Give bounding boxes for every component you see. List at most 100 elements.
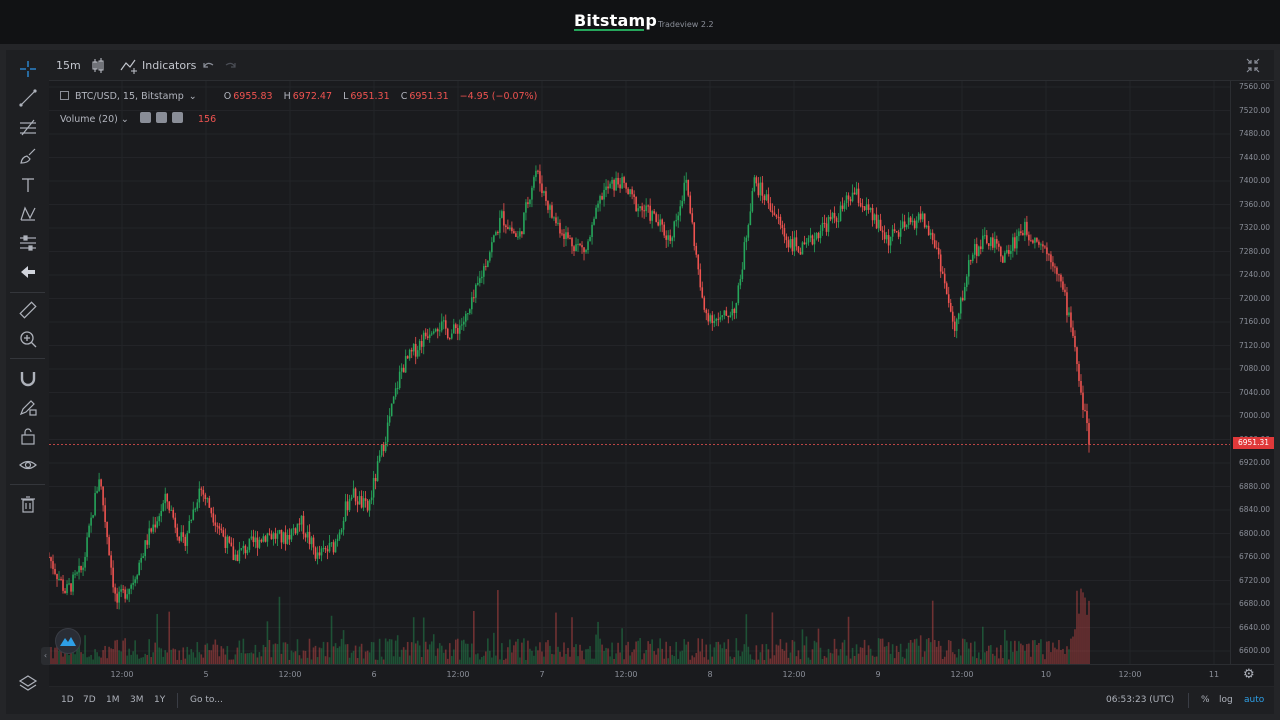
candle-body <box>1032 240 1034 243</box>
fib-icon[interactable] <box>17 116 39 138</box>
lock-drawing-icon[interactable] <box>17 396 39 418</box>
volume-bar <box>78 643 80 664</box>
remove-icon[interactable] <box>171 112 183 123</box>
layers-icon[interactable] <box>17 672 39 694</box>
volume-label[interactable]: Volume (20) <box>60 114 118 125</box>
price-tick: 7360.00 <box>1238 199 1270 209</box>
trend-line-icon[interactable] <box>17 87 39 109</box>
brush-icon[interactable] <box>17 145 39 167</box>
volume-bar <box>996 647 998 664</box>
percent-toggle[interactable]: % <box>1201 695 1210 705</box>
candle-body <box>733 309 736 314</box>
volume-bar <box>94 649 96 664</box>
range-1d[interactable]: 1D <box>61 695 74 705</box>
candle-body <box>973 244 976 255</box>
legend-symbol[interactable]: BTC/USD, 15, Bitstamp <box>75 91 184 102</box>
volume-bar <box>747 646 750 664</box>
candles-icon[interactable] <box>91 50 109 81</box>
candle-body <box>967 260 970 277</box>
chart-toolbar: 15m Indicators <box>49 50 1274 81</box>
eye-icon[interactable] <box>17 454 39 476</box>
volume-bar <box>921 656 924 664</box>
legend-icon[interactable] <box>60 91 69 100</box>
candle-body <box>895 231 898 233</box>
candle-body <box>841 205 844 209</box>
volume-bar <box>54 647 56 664</box>
range-3m[interactable]: 3M <box>130 695 144 705</box>
candle-body <box>168 501 171 511</box>
volume-bar <box>116 639 118 664</box>
volume-bar <box>769 658 772 664</box>
volume-bar <box>302 650 305 664</box>
log-toggle[interactable]: log <box>1219 695 1233 705</box>
arrow-left-icon[interactable] <box>17 261 39 283</box>
fullscreen-icon[interactable] <box>1245 50 1263 81</box>
candle-body <box>581 245 583 248</box>
candle-body <box>1002 256 1004 263</box>
indicators-icon[interactable] <box>120 50 140 81</box>
brand-logo[interactable]: Bitstamp <box>574 11 658 30</box>
candle-body <box>372 477 375 498</box>
volume-bar <box>322 641 325 664</box>
volume-bar <box>573 647 575 664</box>
chevron-down-icon[interactable]: ⌄ <box>120 114 129 125</box>
candle-body <box>811 235 814 245</box>
ruler-icon[interactable] <box>17 299 39 321</box>
tradingview-logo[interactable] <box>55 628 81 654</box>
interval-button[interactable]: 15m <box>56 59 81 72</box>
volume-bar <box>50 647 52 664</box>
range-1y[interactable]: 1Y <box>154 695 166 705</box>
candle-body <box>462 321 465 325</box>
price-axis[interactable]: 7560.00 7520.00 7480.00 7440.00 7400.00 7360.… <box>1230 81 1274 664</box>
volume-bar <box>735 638 738 664</box>
magnet-icon[interactable] <box>17 367 39 389</box>
volume-bar <box>811 649 814 664</box>
candle-body <box>469 309 471 314</box>
volume-bar <box>1038 643 1040 664</box>
crosshair-icon[interactable] <box>17 58 39 80</box>
time-axis[interactable]: ⚙ 12:00 5 12:00 6 12:00 7 12:00 8 12:00 9 12:00 10 1… <box>49 664 1274 686</box>
volume-bar <box>893 658 896 664</box>
candle-body <box>106 521 108 538</box>
undo-icon[interactable] <box>201 50 217 81</box>
unlock-icon[interactable] <box>17 425 39 447</box>
range-1m[interactable]: 1M <box>106 695 120 705</box>
candle-body <box>122 589 124 591</box>
candle-body <box>62 579 64 591</box>
collapse-toolbar-button[interactable]: ‹ <box>41 647 50 665</box>
text-icon[interactable] <box>17 174 39 196</box>
candle-body <box>1064 289 1066 293</box>
chevron-down-icon[interactable]: ⌄ <box>188 91 197 102</box>
goto-button[interactable]: Go to... <box>190 695 223 705</box>
pattern-icon[interactable] <box>17 203 39 225</box>
range-7d[interactable]: 7D <box>83 695 96 705</box>
candle-body <box>509 227 511 230</box>
price-chart[interactable] <box>49 81 1230 664</box>
volume-bar <box>969 642 972 664</box>
auto-toggle[interactable]: auto <box>1244 695 1265 705</box>
candle-body <box>52 561 54 569</box>
volume-bar <box>160 648 163 664</box>
redo-icon[interactable] <box>224 50 240 81</box>
candle-body <box>935 247 938 249</box>
volume-bar <box>703 657 706 664</box>
volume-bar <box>529 648 531 664</box>
settings-icon[interactable] <box>139 112 151 123</box>
candle-body <box>793 237 796 252</box>
volume-bar <box>310 659 313 664</box>
settings-icon[interactable]: ⚙ <box>1243 667 1255 682</box>
volume-bar <box>775 644 778 664</box>
candle-body <box>465 313 467 322</box>
trash-icon[interactable] <box>17 493 39 515</box>
volume-bar <box>653 651 655 664</box>
candle-body <box>1030 240 1032 242</box>
candle-body <box>585 250 587 253</box>
visibility-icon[interactable] <box>155 112 167 123</box>
zoom-in-icon[interactable] <box>17 328 39 350</box>
candle-body <box>879 219 882 231</box>
volume-bar <box>56 638 58 664</box>
utc-clock[interactable]: 06:53:23 (UTC) <box>1106 695 1175 705</box>
prediction-icon[interactable] <box>17 232 39 254</box>
volume-bar <box>228 659 231 664</box>
indicators-button[interactable]: Indicators <box>142 59 197 72</box>
